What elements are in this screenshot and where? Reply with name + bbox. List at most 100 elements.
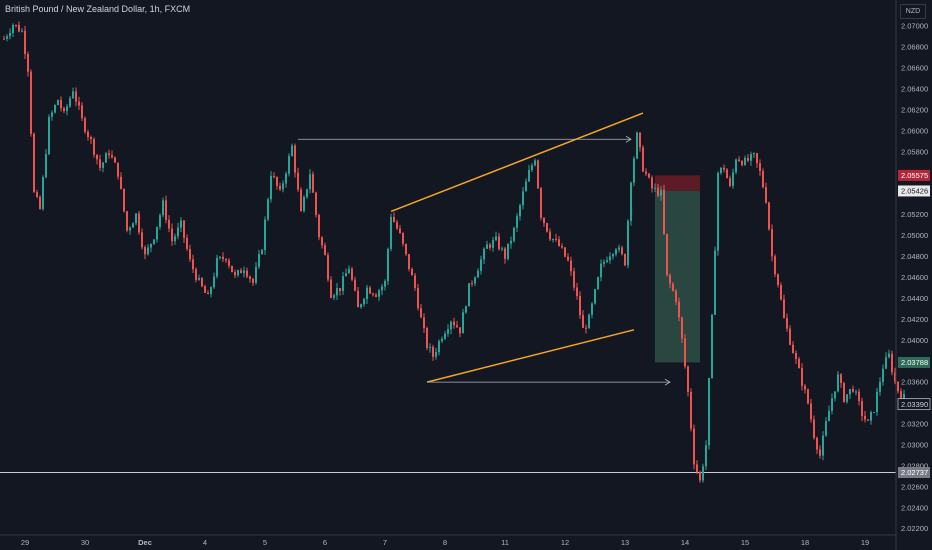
stop-loss-zone bbox=[655, 175, 700, 191]
candle-body bbox=[99, 159, 101, 168]
candle-body bbox=[576, 287, 578, 297]
time-tick-label: 12 bbox=[561, 538, 569, 547]
candle-body bbox=[897, 381, 899, 392]
price-tick-label: 2.05200 bbox=[901, 210, 928, 219]
candle-body bbox=[585, 327, 587, 329]
candle-body bbox=[57, 99, 59, 106]
candle-body bbox=[789, 328, 791, 345]
candle-body bbox=[549, 231, 551, 240]
candle-body bbox=[447, 329, 449, 334]
candle-body bbox=[102, 162, 104, 168]
candle-body bbox=[819, 449, 821, 456]
candle-body bbox=[471, 283, 473, 285]
candle-body bbox=[261, 249, 263, 255]
candle-body bbox=[15, 24, 17, 26]
candle-body bbox=[18, 25, 20, 32]
candle-body bbox=[900, 391, 902, 403]
candle-body bbox=[345, 273, 347, 277]
candle-body bbox=[630, 182, 632, 221]
candle-body bbox=[255, 266, 257, 283]
candle-body bbox=[354, 279, 356, 291]
candle-body bbox=[594, 289, 596, 304]
candle-body bbox=[177, 227, 179, 237]
candle-body bbox=[90, 137, 92, 140]
candle-body bbox=[369, 287, 371, 294]
candle-body bbox=[489, 244, 491, 248]
candle-body bbox=[282, 183, 284, 190]
candle-body bbox=[858, 391, 860, 401]
candle-body bbox=[408, 254, 410, 270]
price-tick-label: 2.03600 bbox=[901, 378, 928, 387]
candle-body bbox=[126, 211, 128, 231]
candle-body bbox=[825, 421, 827, 436]
price-badge-label: 2.03788 bbox=[901, 358, 928, 367]
candlestick-series bbox=[3, 21, 905, 483]
candle-body bbox=[129, 227, 131, 231]
time-tick-label: 18 bbox=[801, 538, 809, 547]
time-tick-label: 6 bbox=[323, 538, 327, 547]
candle-body bbox=[267, 199, 269, 220]
candle-body bbox=[588, 314, 590, 329]
candle-body bbox=[699, 472, 701, 481]
candle-body bbox=[396, 221, 398, 229]
candle-body bbox=[783, 299, 785, 318]
candle-body bbox=[843, 383, 845, 402]
time-tick-label: 5 bbox=[263, 538, 267, 547]
time-tick-label: 11 bbox=[501, 538, 509, 547]
candle-body bbox=[297, 172, 299, 190]
candle-body bbox=[795, 353, 797, 359]
candle-body bbox=[621, 247, 623, 255]
candle-body bbox=[444, 333, 446, 339]
candle-body bbox=[696, 464, 698, 473]
projection-arrow-bottom-head bbox=[664, 378, 671, 386]
price-badge-label: 2.05426 bbox=[901, 187, 928, 196]
candle-body bbox=[186, 237, 188, 250]
candle-body bbox=[654, 187, 656, 189]
candle-body bbox=[378, 290, 380, 297]
candle-body bbox=[258, 254, 260, 267]
candle-body bbox=[210, 287, 212, 295]
candle-body bbox=[390, 216, 392, 249]
candle-body bbox=[765, 187, 767, 203]
candle-body bbox=[336, 288, 338, 296]
candle-body bbox=[504, 248, 506, 259]
candle-body bbox=[573, 271, 575, 288]
candle-body bbox=[867, 419, 869, 421]
candle-body bbox=[75, 91, 77, 102]
candle-body bbox=[546, 223, 548, 232]
candle-body bbox=[474, 277, 476, 284]
candle-body bbox=[372, 293, 374, 295]
candle-body bbox=[195, 269, 197, 280]
price-tick-label: 2.02400 bbox=[901, 503, 928, 512]
time-tick-label: 19 bbox=[861, 538, 869, 547]
candle-body bbox=[168, 219, 170, 229]
candle-body bbox=[402, 232, 404, 244]
candle-body bbox=[513, 227, 515, 241]
candle-body bbox=[348, 268, 350, 274]
price-tick-label: 2.06200 bbox=[901, 105, 928, 114]
candle-body bbox=[645, 171, 647, 174]
candle-body bbox=[522, 191, 524, 206]
candle-body bbox=[591, 303, 593, 315]
candle-body bbox=[306, 189, 308, 198]
candle-body bbox=[363, 299, 365, 305]
price-badge bbox=[898, 185, 930, 197]
currency-button[interactable]: NZD bbox=[900, 4, 926, 19]
candle-body bbox=[561, 246, 563, 248]
candle-body bbox=[216, 257, 218, 277]
candle-body bbox=[6, 36, 8, 39]
candle-body bbox=[756, 153, 758, 164]
time-tick-label: 30 bbox=[81, 538, 89, 547]
candle-body bbox=[225, 259, 227, 261]
candle-body bbox=[876, 391, 878, 413]
candle-body bbox=[840, 374, 842, 384]
candle-body bbox=[657, 187, 659, 196]
price-tick-label: 2.05800 bbox=[901, 147, 928, 156]
candle-body bbox=[747, 157, 749, 161]
candle-body bbox=[702, 466, 704, 481]
candle-body bbox=[678, 301, 680, 318]
candle-body bbox=[240, 270, 242, 274]
price-badge-label: 2.05575 bbox=[901, 171, 928, 180]
price-tick-label: 2.02200 bbox=[901, 524, 928, 533]
